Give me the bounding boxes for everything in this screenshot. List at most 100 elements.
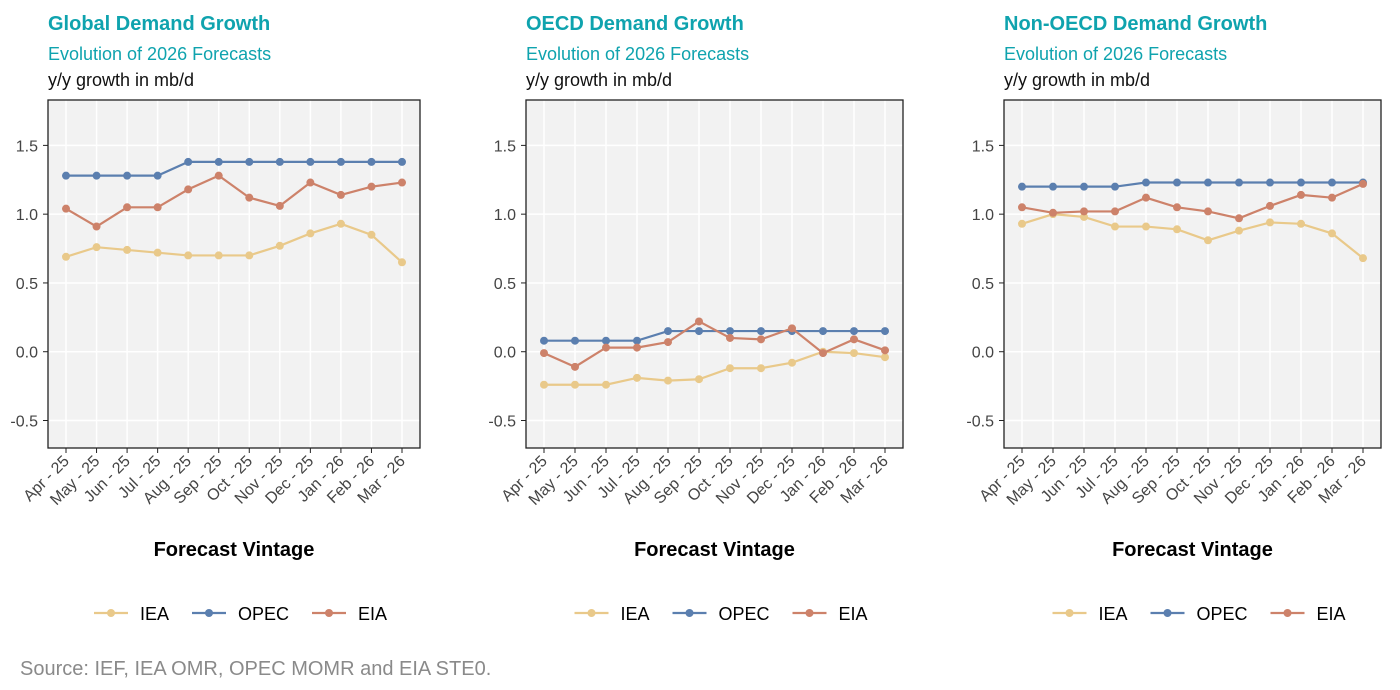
- data-point-eia: [788, 324, 796, 333]
- data-point-opec: [245, 157, 254, 166]
- data-point-opec: [695, 327, 703, 336]
- data-point-opec: [1080, 182, 1088, 191]
- data-point-eia: [1297, 190, 1305, 199]
- chart-subtitle: Evolution of 2026 Forecasts: [526, 44, 749, 64]
- x-axis-title: Forecast Vintage: [154, 539, 315, 561]
- data-point-eia: [153, 203, 162, 212]
- data-point-eia: [214, 171, 223, 180]
- y-tick-label: 0.0: [494, 345, 516, 362]
- plot-border: [525, 99, 904, 449]
- data-point-eia: [881, 346, 889, 355]
- data-point-iea: [850, 349, 858, 358]
- data-point-eia: [540, 349, 548, 358]
- data-point-eia: [1235, 214, 1243, 223]
- chart-title: OECD Demand Growth: [526, 13, 744, 35]
- data-point-eia: [819, 349, 827, 358]
- plot-border: [1003, 99, 1382, 449]
- plot-background: [526, 100, 903, 448]
- data-point-opec: [398, 157, 406, 166]
- data-point-opec: [571, 336, 579, 345]
- chart-title: Non-OECD Demand Growth: [1004, 13, 1267, 35]
- series-line-eia: [1021, 182, 1364, 220]
- data-point-opec: [664, 327, 672, 336]
- plot-background: [48, 100, 420, 448]
- data-point-eia: [1080, 207, 1088, 216]
- data-point-opec: [757, 327, 765, 336]
- data-point-iea: [153, 248, 162, 257]
- data-point-eia: [1018, 203, 1026, 212]
- plot-border: [47, 99, 421, 449]
- legend-label-eia: EIA: [839, 604, 868, 624]
- data-point-iea: [367, 230, 376, 239]
- data-point-opec: [123, 171, 132, 180]
- y-axis-unit: y/y growth in mb/d: [1004, 70, 1150, 90]
- data-point-eia: [1049, 208, 1057, 217]
- data-point-iea: [1018, 219, 1026, 228]
- legend-marker-iea: [587, 609, 596, 617]
- source-note: Source: IEF, IEA OMR, OPEC MOMR and EIA …: [20, 658, 491, 680]
- data-point-iea: [1204, 236, 1212, 245]
- data-point-iea: [757, 364, 765, 373]
- data-point-iea: [1359, 254, 1367, 263]
- series-line-opec: [1022, 181, 1363, 188]
- data-point-eia: [571, 362, 579, 371]
- data-point-opec: [726, 327, 734, 336]
- legend-marker-eia: [1283, 609, 1292, 617]
- legend-marker-eia: [325, 609, 333, 617]
- x-axis-title: Forecast Vintage: [1112, 539, 1273, 561]
- data-point-iea: [398, 258, 406, 267]
- y-tick-label: 1.5: [494, 138, 516, 155]
- data-point-opec: [881, 327, 889, 336]
- data-point-opec: [92, 171, 101, 180]
- data-point-opec: [602, 336, 610, 345]
- data-point-opec: [633, 336, 641, 345]
- data-point-iea: [245, 251, 254, 260]
- data-point-iea: [571, 380, 579, 389]
- y-tick-label: 0.0: [16, 345, 38, 362]
- data-point-eia: [726, 333, 734, 342]
- legend-label-iea: IEA: [140, 604, 169, 624]
- data-point-iea: [602, 380, 610, 389]
- data-point-eia: [184, 185, 193, 194]
- data-point-opec: [214, 157, 223, 166]
- data-point-eia: [336, 190, 345, 199]
- series-line-opec: [544, 329, 885, 342]
- data-point-eia: [757, 335, 765, 344]
- data-point-eia: [1142, 193, 1150, 202]
- legend-label-eia: EIA: [1317, 604, 1346, 624]
- chart-subtitle: Evolution of 2026 Forecasts: [48, 44, 271, 64]
- data-point-iea: [1328, 229, 1336, 238]
- legend-marker-eia: [805, 609, 814, 617]
- y-tick-label: 0.5: [494, 276, 516, 293]
- data-point-iea: [695, 375, 703, 384]
- y-tick-label: 1.5: [972, 138, 994, 155]
- data-point-opec: [1018, 182, 1026, 191]
- data-point-eia: [1111, 207, 1119, 216]
- data-point-eia: [1204, 207, 1212, 216]
- data-point-opec: [1204, 178, 1212, 187]
- series-line-iea: [65, 222, 403, 264]
- chart-panel-0: Global Demand Growth Evolution of 2026 Fo…: [10, 13, 421, 624]
- chart-subtitle: Evolution of 2026 Forecasts: [1004, 44, 1227, 64]
- data-point-eia: [398, 178, 406, 187]
- y-tick-label: 0.5: [972, 276, 994, 293]
- data-point-iea: [1266, 218, 1274, 227]
- data-point-iea: [881, 353, 889, 362]
- data-point-eia: [275, 201, 284, 210]
- y-tick-label: 0.5: [16, 276, 38, 293]
- data-point-iea: [1235, 226, 1243, 235]
- data-point-eia: [92, 222, 101, 231]
- chart-title: Global Demand Growth: [48, 13, 270, 35]
- y-tick-label: 1.0: [494, 207, 516, 224]
- data-point-iea: [633, 373, 641, 382]
- data-point-iea: [1111, 222, 1119, 231]
- data-point-opec: [819, 327, 827, 336]
- data-point-iea: [1173, 225, 1181, 234]
- chart-panel-1: OECD Demand Growth Evolution of 2026 Fore…: [488, 13, 904, 624]
- data-point-opec: [1297, 178, 1305, 187]
- data-point-opec: [1328, 178, 1336, 187]
- data-point-eia: [245, 193, 254, 202]
- data-point-eia: [1266, 201, 1274, 210]
- series-line-eia: [543, 320, 886, 369]
